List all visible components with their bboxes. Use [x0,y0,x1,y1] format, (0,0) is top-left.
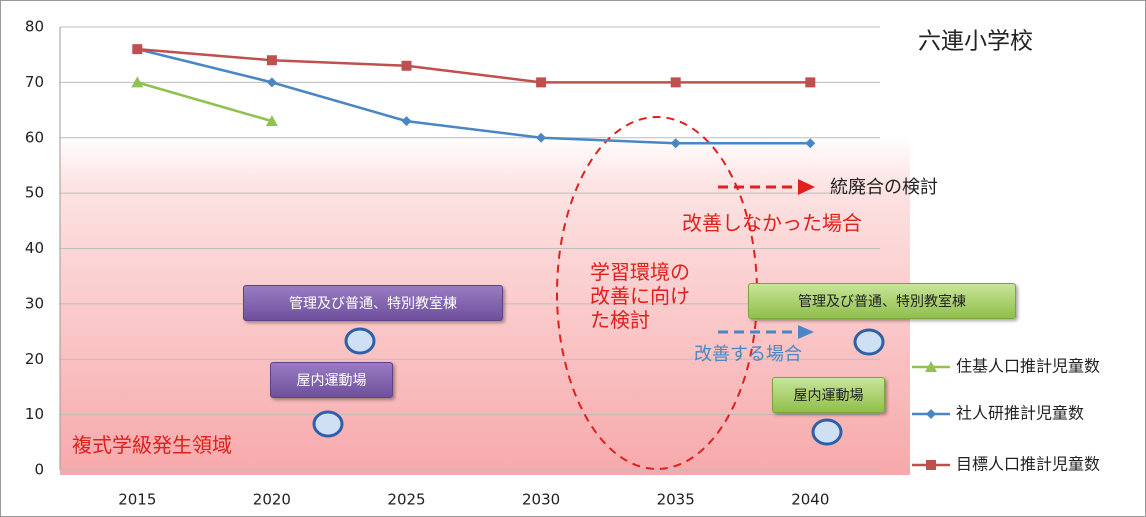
legend-marker [926,409,936,419]
annotation: 複式学級発生領域 [72,433,232,457]
marker [536,77,547,88]
marker [132,44,143,55]
y-tick-label: 50 [25,184,44,202]
legend-label: 住基人口推計児童数 [956,357,1100,376]
chart-title: 六連小学校 [918,29,1033,55]
annotation: 改善する場合 [694,344,802,365]
legend-label: 社人研推計児童数 [956,404,1084,423]
y-tick-label: 10 [25,405,44,423]
legend-marker [925,361,937,372]
circles [312,327,885,446]
label-box: 屋内運動場 [772,377,885,413]
marker [266,77,277,88]
y-tick-label: 60 [25,128,44,146]
annotation: 統廃合の検討 [830,177,938,198]
y-tick-label: 20 [25,350,44,368]
x-tick-label: 2040 [791,491,829,509]
marker [536,132,547,143]
marker [265,115,278,127]
x-tick-label: 2030 [522,491,560,509]
legend-label: 目標人口推計児童数 [956,455,1100,474]
legend-marker [926,460,936,470]
y-tick-label: 40 [25,239,44,257]
circle [811,418,843,446]
label-box: 屋内運動場 [270,362,393,398]
x-tick-label: 2020 [253,491,291,509]
annotation: 改善しなかった場合 [682,211,862,235]
series-line [136,81,273,123]
label-box: 管理及び普通、特別教室棟 [748,283,1016,319]
annotation: 学習環境の改善に向けた検討 [590,260,690,332]
label-box: 管理及び普通、特別教室棟 [243,285,503,321]
circle [312,410,344,438]
series-line [137,47,811,84]
marker [266,55,277,66]
marker [805,77,816,88]
circle [344,327,376,355]
marker [670,138,681,149]
marker [805,138,816,149]
marker [131,76,144,88]
y-tick-label: 30 [25,294,44,312]
arrow-head [798,179,815,195]
circle [853,328,885,356]
y-tick-label: 0 [34,461,44,479]
marker [401,60,412,71]
y-tick-label: 80 [25,18,44,36]
arrow-head [798,325,814,339]
x-tick-label: 2025 [387,491,425,509]
series-line [137,47,811,145]
y-tick-label: 70 [25,73,44,91]
x-tick-label: 2035 [657,491,695,509]
marker [670,77,681,88]
marker [401,116,412,127]
x-tick-label: 2015 [118,491,156,509]
